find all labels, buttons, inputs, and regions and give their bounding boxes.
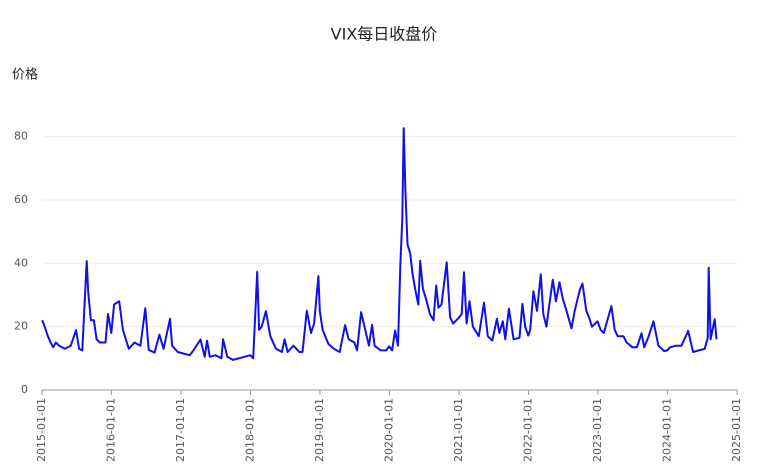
y-tick-label: 80 — [14, 130, 28, 143]
line-series — [41, 127, 718, 361]
y-tick-label: 0 — [21, 383, 28, 396]
x-tick-label: 2017-01-01 — [174, 398, 187, 462]
x-tick-label: 2020-01-01 — [382, 398, 395, 462]
x-tick-label: 2016-01-01 — [104, 398, 117, 462]
y-tick-label: 40 — [14, 256, 28, 269]
y-axis-label: 价格 — [12, 67, 38, 83]
y-tick-label: 20 — [14, 320, 28, 333]
x-tick-label: 2021-01-01 — [452, 398, 465, 462]
x-tick-label: 2019-01-01 — [313, 398, 326, 462]
x-tick-label: 2015-01-01 — [35, 398, 48, 462]
chart-title: VIX每日收盘价 — [331, 25, 438, 44]
y-tick-label: 60 — [14, 193, 28, 206]
x-tick-label: 2022-01-01 — [521, 398, 534, 462]
x-tick-label: 2023-01-01 — [591, 398, 604, 462]
x-tick-label: 2018-01-01 — [244, 398, 257, 462]
x-tick-label: 2024-01-01 — [660, 398, 673, 462]
x-tick-label: 2025-01-01 — [730, 398, 743, 462]
